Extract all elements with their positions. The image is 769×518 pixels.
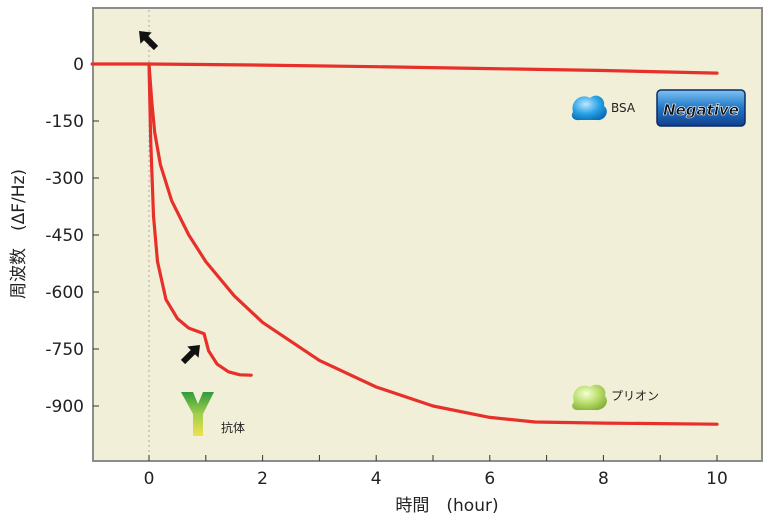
prion-label: プリオン — [611, 389, 659, 403]
antibody-y-icon — [181, 392, 214, 436]
x-tick-label: 8 — [598, 469, 609, 489]
x-axis-title: 時間 (hour) — [395, 496, 498, 516]
series-line — [147, 62, 253, 377]
x-tick-label: 4 — [371, 469, 382, 489]
plot-area — [92, 7, 763, 462]
bsa-blob-icon — [571, 95, 607, 121]
y-tick-label: -900 — [45, 397, 84, 417]
y-tick-label: -300 — [45, 169, 84, 189]
y-tick-label: -750 — [45, 340, 84, 360]
negative-badge: Negative — [656, 89, 746, 127]
bsa-label: BSA — [611, 101, 636, 115]
series-lines — [90, 62, 719, 426]
y-tick-label: -150 — [45, 112, 84, 132]
antibody-label: 抗体 — [221, 420, 245, 435]
x-axis: 0 2 4 6 8 10 — [144, 455, 728, 489]
x-tick-label: 2 — [257, 469, 268, 489]
y-tick-label: -600 — [45, 283, 84, 303]
y-tick-label: -450 — [45, 226, 84, 246]
x-tick-label: 10 — [706, 469, 728, 489]
y-tick-label: 0 — [73, 55, 84, 75]
y-axis: 0 -150 -300 -450 -600 -750 -900 — [45, 55, 99, 417]
arrow-icon — [180, 345, 200, 365]
negative-label: Negative — [663, 101, 739, 119]
x-tick-label: 6 — [484, 469, 495, 489]
prion-blob-icon — [572, 384, 607, 411]
series-line — [147, 62, 719, 426]
arrow-icon — [139, 31, 159, 51]
y-axis-title: 周波数 (ΔF/Hz) — [9, 169, 29, 299]
x-tick-label: 0 — [144, 469, 155, 489]
